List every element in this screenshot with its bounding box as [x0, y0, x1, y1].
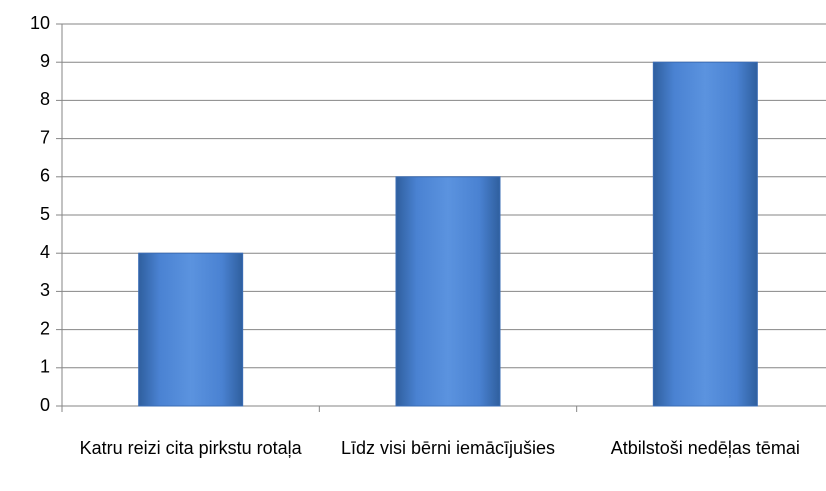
x-tick-label: Katru reizi cita pirkstu rotaļa: [79, 438, 302, 458]
y-tick-label: 5: [40, 204, 50, 224]
y-tick-label: 9: [40, 51, 50, 71]
y-tick-label: 8: [40, 89, 50, 109]
x-tick-label: Līdz visi bērni iemācījušies: [340, 438, 556, 458]
y-tick-label: 2: [40, 318, 50, 338]
bar: [395, 176, 501, 407]
y-tick-label: 4: [40, 242, 50, 262]
y-tick-label: 0: [40, 395, 50, 415]
y-tick-label: 7: [40, 127, 50, 147]
y-tick-label: 3: [40, 280, 50, 300]
y-tick-label: 10: [30, 13, 50, 33]
y-tick-label: 6: [40, 166, 50, 186]
bar: [652, 61, 758, 407]
x-tick-label: Atbilstoši nedēļas tēmai: [610, 438, 800, 458]
bar: [138, 252, 244, 407]
y-tick-label: 1: [40, 357, 50, 377]
